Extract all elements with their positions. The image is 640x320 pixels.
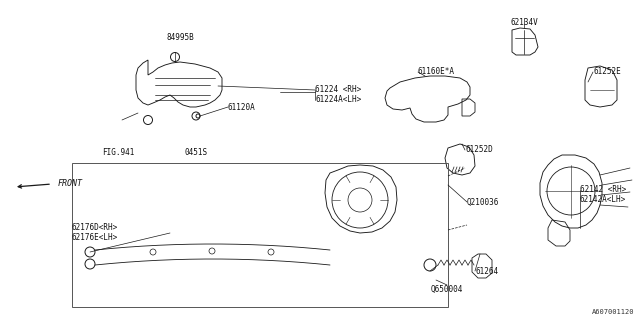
- Text: 84995B: 84995B: [166, 33, 194, 42]
- Text: 61160E*A: 61160E*A: [418, 68, 455, 76]
- Text: A607001120: A607001120: [591, 309, 634, 315]
- Bar: [72, 163, 448, 307]
- Text: Q210036: Q210036: [467, 197, 499, 206]
- Text: 62134V: 62134V: [510, 18, 538, 27]
- Text: 61264: 61264: [475, 267, 498, 276]
- Text: 61224 <RH>: 61224 <RH>: [315, 85, 361, 94]
- Text: FIG.941: FIG.941: [102, 148, 134, 157]
- Text: Q650004: Q650004: [431, 285, 463, 294]
- Text: 62142A<LH>: 62142A<LH>: [580, 196, 627, 204]
- Text: 61252E: 61252E: [593, 68, 621, 76]
- Text: 62176E<LH>: 62176E<LH>: [72, 234, 118, 243]
- Text: 61252D: 61252D: [465, 146, 493, 155]
- Text: 61224A<LH>: 61224A<LH>: [315, 95, 361, 105]
- Text: 62176D<RH>: 62176D<RH>: [72, 223, 118, 233]
- Text: FRONT: FRONT: [58, 180, 83, 188]
- Text: 0451S: 0451S: [184, 148, 207, 157]
- Text: 62142 <RH>: 62142 <RH>: [580, 186, 627, 195]
- Text: 61120A: 61120A: [228, 102, 256, 111]
